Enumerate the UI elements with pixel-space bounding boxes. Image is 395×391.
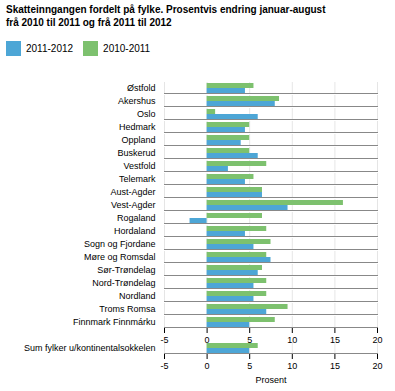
- svg-text:5: 5: [247, 334, 253, 345]
- svg-text:Rogaland: Rogaland: [117, 213, 156, 223]
- svg-text:Telemark: Telemark: [119, 174, 156, 184]
- svg-text:Finnmark Finnmárku: Finnmark Finnmárku: [73, 317, 156, 327]
- svg-text:20: 20: [372, 361, 382, 371]
- svg-text:Vest-Agder: Vest-Agder: [111, 200, 156, 210]
- svg-text:Prosent: Prosent: [255, 375, 287, 385]
- svg-text:Hedmark: Hedmark: [119, 122, 156, 132]
- svg-text:Akershus: Akershus: [118, 96, 156, 106]
- svg-text:Troms Romsa: Troms Romsa: [99, 304, 155, 314]
- svg-text:Sum fylker u/kontinentalsokkel: Sum fylker u/kontinentalsokkelen: [24, 343, 156, 353]
- svg-text:Hordaland: Hordaland: [114, 226, 156, 236]
- svg-text:0: 0: [204, 334, 210, 345]
- svg-text:Vestfold: Vestfold: [123, 161, 155, 171]
- svg-text:Oslo: Oslo: [137, 109, 156, 119]
- html-text:Skatteinngangen fordelt på fyl: Skatteinngangen fordelt på fylke. Prosen…: [6, 4, 326, 28]
- svg-text:0: 0: [205, 361, 210, 371]
- svg-text:Møre og Romsdal: Møre og Romsdal: [84, 252, 156, 262]
- svg-text:Buskerud: Buskerud: [117, 148, 155, 158]
- svg-text:10: 10: [287, 335, 297, 345]
- svg-text:-5: -5: [160, 335, 168, 345]
- svg-text:Aust-Agder: Aust-Agder: [110, 187, 155, 197]
- svg-text:Sogn og Fjordane: Sogn og Fjordane: [84, 239, 156, 249]
- svg-text:Sør-Trøndelag: Sør-Trøndelag: [97, 265, 155, 275]
- svg-text:20: 20: [372, 335, 382, 345]
- svg-text:Østfold: Østfold: [127, 83, 156, 93]
- html-text:2011-2012: 2011-2012: [26, 43, 74, 54]
- svg-text:-5: -5: [160, 361, 168, 371]
- svg-text:Nord-Trøndelag: Nord-Trøndelag: [92, 278, 155, 288]
- svg-text:10: 10: [287, 361, 297, 371]
- svg-text:Oppland: Oppland: [121, 135, 155, 145]
- svg-text:Nordland: Nordland: [119, 291, 156, 301]
- svg-text:5: 5: [247, 361, 252, 371]
- svg-text:15: 15: [330, 361, 340, 371]
- html-text:2010-2011: 2010-2011: [103, 43, 151, 54]
- svg-text:15: 15: [330, 335, 340, 345]
